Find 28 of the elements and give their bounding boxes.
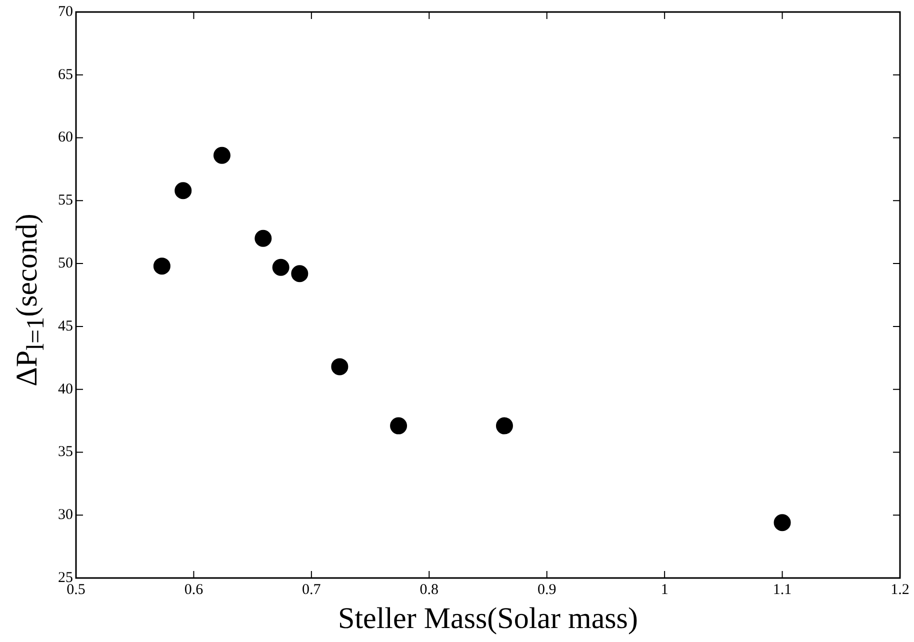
y-tick-label: 30 [58, 507, 73, 524]
x-tick-label: 0.6 [184, 582, 204, 598]
point [213, 146, 230, 164]
y-tick-label: 35 [58, 444, 73, 460]
x-tick-label: 1.1 [772, 582, 792, 598]
x-tick-label: 0.8 [420, 582, 439, 598]
y-tick-label: 40 [58, 381, 73, 398]
x-tick-label: 1 [660, 582, 668, 598]
x-tick-label: 0.5 [66, 582, 86, 598]
point [496, 417, 513, 434]
point [272, 258, 290, 276]
x-tick-label: 1.2 [890, 582, 910, 598]
y-tick-label: 65 [58, 66, 73, 83]
point [390, 417, 408, 434]
point [254, 230, 272, 247]
x-tick-label: 0.9 [537, 582, 556, 598]
y-tick-label: 45 [58, 318, 73, 334]
point [174, 182, 192, 200]
y-tick-label: 55 [58, 192, 73, 209]
point [153, 258, 170, 275]
point [774, 514, 791, 532]
y-tick-label: 50 [58, 255, 73, 272]
y-tick-label: 70 [58, 4, 73, 20]
y-tick-label: 60 [58, 130, 73, 146]
point [291, 265, 308, 282]
x-tick-label: 0.7 [302, 582, 322, 598]
point [331, 358, 348, 376]
x-axis-title: Steller Mass(Solar mass) [338, 602, 638, 635]
